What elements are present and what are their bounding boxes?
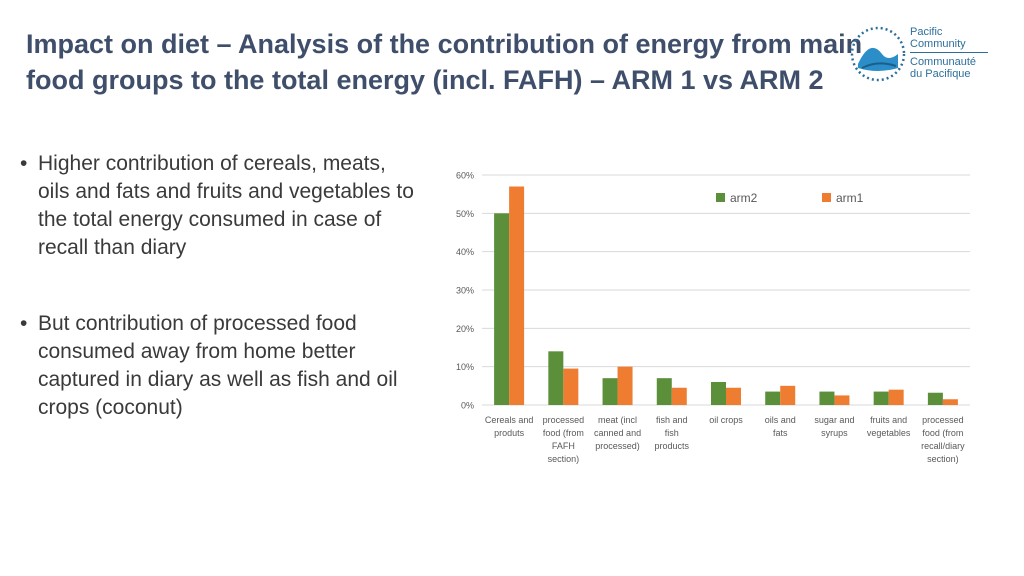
bullet-text: But contribution of processed food consu… — [38, 312, 398, 419]
bar-arm2 — [819, 391, 835, 405]
legend-label-arm2: arm2 — [730, 191, 758, 205]
legend-label-arm1: arm1 — [836, 191, 864, 205]
pacific-community-logo: Pacific Community Communauté du Pacifiqu… — [848, 24, 998, 88]
logo-text-community: Community — [910, 38, 966, 50]
bar-arm2 — [927, 392, 943, 405]
x-tick-label: oils and fats — [765, 415, 796, 438]
y-tick-label: 50% — [456, 209, 474, 219]
logo-divider — [910, 52, 988, 53]
bar-arm2 — [765, 391, 781, 405]
bar-arm1 — [780, 385, 796, 405]
x-tick-label: oil crops — [709, 415, 743, 425]
bar-arm1 — [509, 186, 525, 405]
bar-arm1 — [671, 387, 687, 405]
y-tick-label: 60% — [456, 171, 474, 181]
y-tick-label: 30% — [456, 286, 474, 296]
logo-text-pacific: Pacific — [910, 26, 943, 38]
x-tick-label: meat (incl canned and processed) — [594, 415, 641, 451]
x-tick-label: Cereals and produts — [485, 415, 534, 438]
bar-arm1 — [726, 387, 741, 405]
logo-text-du-pacifique: du Pacifique — [910, 68, 971, 80]
bullet-list: • Higher contribution of cereals, meats,… — [20, 150, 420, 470]
bullet-item: • But contribution of processed food con… — [20, 310, 420, 422]
y-tick-label: 40% — [456, 247, 474, 257]
bar-arm2 — [548, 351, 564, 405]
bar-arm1 — [617, 366, 633, 405]
bar-arm2 — [602, 378, 618, 405]
bar-arm1 — [834, 395, 850, 405]
bar-arm2 — [494, 213, 510, 405]
title-line-2: food groups to the total energy (incl. F… — [26, 65, 824, 95]
bar-arm1 — [942, 399, 958, 405]
bullet-marker: • — [20, 152, 28, 175]
x-tick-label: fruits and vegetables — [867, 415, 911, 438]
bar-arm1 — [888, 389, 904, 405]
slide-title: Impact on diet – Analysis of the contrib… — [26, 26, 986, 98]
x-tick-label: processed food (from recall/diary section) — [921, 415, 965, 464]
energy-contribution-bar-chart: 0% 10% 20% 30% 40% 50% 60% Cereals and produts pr… — [456, 171, 970, 464]
y-tick-label: 10% — [456, 362, 474, 372]
y-tick-label: 0% — [461, 401, 474, 411]
wave-emblem-icon — [850, 26, 906, 82]
bullet-marker: • — [20, 312, 28, 335]
legend-swatch-arm2 — [716, 193, 725, 202]
bar-arm1 — [563, 368, 579, 405]
bar-arm2 — [711, 382, 726, 405]
bullet-item: • Higher contribution of cereals, meats,… — [20, 150, 420, 262]
y-tick-label: 20% — [456, 324, 474, 334]
bar-arm2 — [873, 391, 889, 405]
x-tick-label: fish and fish products — [655, 415, 690, 451]
x-tick-label: processed food (from FAFH section) — [543, 415, 585, 464]
logo-text-communaute: Communauté — [910, 56, 977, 68]
bullet-text: Higher contribution of cereals, meats, o… — [38, 152, 414, 259]
legend-swatch-arm1 — [822, 193, 831, 202]
bar-arm2 — [656, 378, 672, 405]
x-tick-label: sugar and syrups — [814, 415, 854, 438]
title-line-1: Impact on diet – Analysis of the contrib… — [26, 29, 863, 59]
